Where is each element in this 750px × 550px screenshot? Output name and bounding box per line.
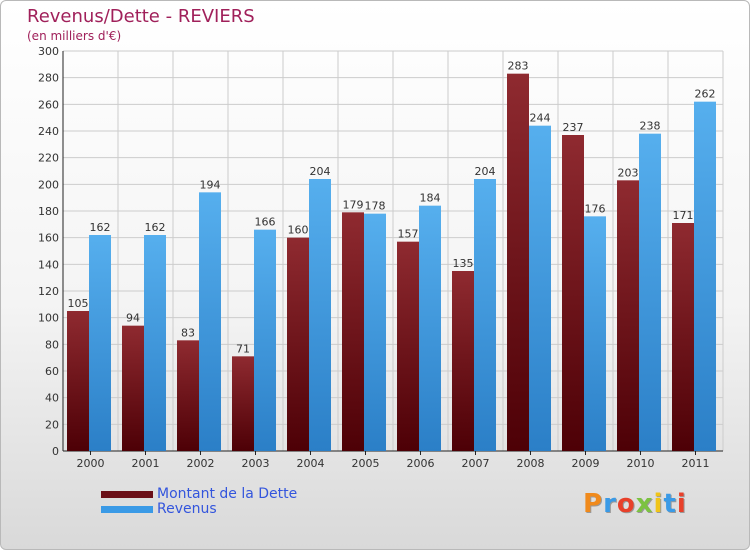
bar-revenus xyxy=(419,205,441,451)
data-label-dette: 157 xyxy=(398,228,419,241)
labels: 0 20 40 60 80 100 120 140 160 180 200 220 240 260 280 3… xyxy=(38,45,716,470)
y-tick-label: 140 xyxy=(38,258,59,271)
data-label-revenus: 194 xyxy=(200,178,221,191)
data-label-revenus: 162 xyxy=(145,221,166,234)
logo-letter: r xyxy=(603,489,617,519)
x-tick-label: 2003 xyxy=(242,457,270,470)
proxiti-logo: Proxiti xyxy=(583,489,687,519)
bar-revenus xyxy=(309,179,331,451)
y-tick-label: 160 xyxy=(38,232,59,245)
data-label-revenus: 262 xyxy=(695,88,716,101)
bar-revenus xyxy=(89,235,111,451)
y-tick-label: 240 xyxy=(38,125,59,138)
y-tick-label: 180 xyxy=(38,205,59,218)
bars xyxy=(67,73,716,452)
bar-dette xyxy=(67,311,89,451)
x-tick-label: 2001 xyxy=(132,457,160,470)
x-tick-label: 2004 xyxy=(297,457,325,470)
x-tick-label: 2010 xyxy=(627,457,655,470)
bar-dette xyxy=(507,73,529,452)
legend-label-revenus: Revenus xyxy=(157,501,217,517)
bar-revenus xyxy=(364,213,386,451)
x-tick-label: 2008 xyxy=(517,457,545,470)
chart-subtitle: (en milliers d'€) xyxy=(27,29,122,43)
legend-swatch-revenus xyxy=(101,506,153,513)
bar-dette xyxy=(177,340,199,451)
legend: Montant de la Dette Revenus xyxy=(101,487,297,517)
bar-dette xyxy=(122,325,144,451)
axes xyxy=(62,51,723,455)
bar-dette xyxy=(342,212,364,451)
data-label-dette: 237 xyxy=(563,121,584,134)
bar-revenus xyxy=(199,192,221,452)
data-label-revenus: 184 xyxy=(420,192,441,205)
data-label-revenus: 244 xyxy=(530,112,551,125)
bar-dette xyxy=(287,237,309,451)
y-tick-label: 40 xyxy=(45,392,59,405)
y-tick-label: 80 xyxy=(45,338,59,351)
x-tick-label: 2005 xyxy=(352,457,380,470)
data-label-dette: 83 xyxy=(181,326,195,339)
logo-letter: P xyxy=(583,489,604,519)
data-label-dette: 160 xyxy=(288,224,309,237)
data-label-revenus: 238 xyxy=(640,120,661,133)
y-tick-label: 300 xyxy=(38,45,59,58)
legend-label-dette: Montant de la Dette xyxy=(157,486,298,502)
y-tick-label: 100 xyxy=(38,312,59,325)
y-tick-label: 260 xyxy=(38,98,59,111)
bar-revenus xyxy=(144,235,166,451)
y-tick-label: 200 xyxy=(38,178,59,191)
x-tick-label: 2007 xyxy=(462,457,490,470)
logo-letter: x xyxy=(635,489,654,519)
bar-revenus xyxy=(584,216,606,451)
data-label-revenus: 178 xyxy=(365,200,386,213)
data-label-revenus: 176 xyxy=(585,202,606,215)
bar-revenus xyxy=(694,101,716,452)
logo-letter: i xyxy=(676,489,687,519)
data-label-dette: 179 xyxy=(343,198,364,211)
legend-item-revenus: Revenus xyxy=(101,502,297,517)
logo-letter: t xyxy=(663,489,677,519)
bar-revenus xyxy=(639,133,661,451)
data-label-dette: 105 xyxy=(68,297,89,310)
y-tick-label: 220 xyxy=(38,152,59,165)
bar-dette xyxy=(232,356,254,451)
x-tick-label: 2002 xyxy=(187,457,215,470)
bar-dette xyxy=(672,223,694,451)
grid xyxy=(62,50,724,452)
data-label-dette: 283 xyxy=(508,60,529,73)
x-tick-label: 2000 xyxy=(77,457,105,470)
bar-dette xyxy=(617,180,639,452)
y-tick-label: 60 xyxy=(45,365,59,378)
y-tick-label: 20 xyxy=(45,418,59,431)
bar-dette xyxy=(452,271,474,451)
data-label-dette: 71 xyxy=(236,342,250,355)
data-label-dette: 135 xyxy=(453,257,474,270)
legend-item-dette: Montant de la Dette xyxy=(101,487,297,502)
x-tick-label: 2009 xyxy=(572,457,600,470)
data-label-dette: 171 xyxy=(673,209,694,222)
bar-revenus xyxy=(254,229,276,451)
bar-revenus xyxy=(474,179,496,451)
chart-title: Revenus/Dette - REVIERS xyxy=(27,6,255,27)
data-label-revenus: 162 xyxy=(90,221,111,234)
y-tick-label: 280 xyxy=(38,72,59,85)
y-tick-label: 0 xyxy=(52,445,59,458)
data-label-revenus: 166 xyxy=(255,216,276,229)
logo-letter: o xyxy=(616,489,636,519)
data-label-revenus: 204 xyxy=(475,165,496,178)
bar-dette xyxy=(397,241,419,451)
data-label-revenus: 204 xyxy=(310,165,331,178)
data-label-dette: 94 xyxy=(126,312,140,325)
x-tick-label: 2011 xyxy=(682,457,710,470)
bar-dette xyxy=(562,135,584,451)
logo-letter: i xyxy=(653,489,664,519)
data-label-dette: 203 xyxy=(618,166,639,179)
legend-swatch-dette xyxy=(101,491,153,498)
bar-revenus xyxy=(529,125,551,452)
y-tick-label: 120 xyxy=(38,285,59,298)
x-tick-label: 2006 xyxy=(407,457,435,470)
